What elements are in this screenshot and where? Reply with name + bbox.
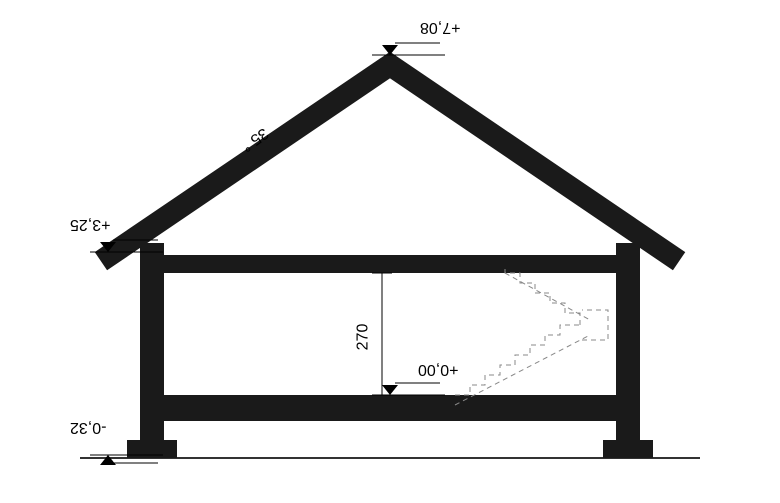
level-apex-marker (382, 45, 398, 55)
stair-under-upper (505, 273, 590, 320)
stair-lower-flight (455, 325, 580, 395)
interior-height-label: 270 (354, 324, 372, 351)
stair-landing-rail (582, 310, 608, 340)
roof (110, 65, 670, 255)
stair-under-lower (455, 335, 590, 405)
slab-lower (140, 395, 640, 421)
footing-right (603, 440, 653, 458)
level-floor-label: +0,00 (418, 360, 458, 378)
stair-upper-flight (505, 265, 580, 325)
slab-upper (140, 255, 640, 273)
level-base-label: -0,32 (70, 418, 106, 436)
level-apex-label: +7,08 (420, 18, 460, 36)
level-floor-marker (382, 385, 398, 395)
level-eave-label: +3,25 (70, 215, 110, 233)
